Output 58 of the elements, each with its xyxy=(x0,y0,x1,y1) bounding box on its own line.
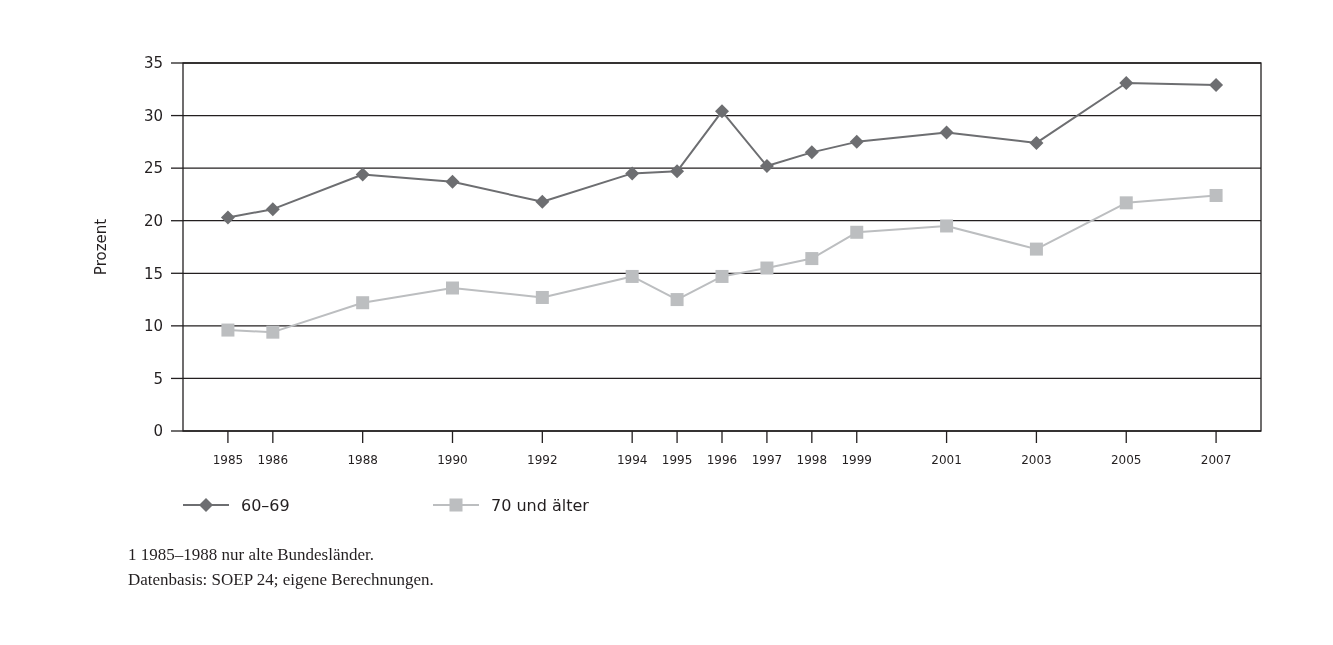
point xyxy=(355,167,370,182)
point xyxy=(760,261,774,275)
text: 1 1985–1988 nur alte Bundesländer. xyxy=(128,545,374,564)
point xyxy=(939,125,954,140)
y-tick-label: 5 xyxy=(153,369,163,388)
y-tick-label: 20 xyxy=(143,211,163,230)
y-axis-title: Prozent xyxy=(92,218,110,276)
point xyxy=(940,219,954,233)
point xyxy=(356,296,370,310)
x-tick-label: 1985 xyxy=(212,453,244,467)
point xyxy=(1209,78,1224,93)
point xyxy=(850,225,864,239)
x-tick-label: 1992 xyxy=(527,453,558,467)
legend-label: 60–69 xyxy=(241,495,290,515)
y-tick-label: 10 xyxy=(143,317,163,336)
y-tick-label: 35 xyxy=(143,54,163,73)
x-tick-label: 2005 xyxy=(1110,453,1142,467)
point xyxy=(625,166,640,181)
x-tick-label: 2001 xyxy=(931,453,962,467)
x-tick-label: 1996 xyxy=(706,453,738,467)
point xyxy=(804,145,819,160)
point xyxy=(220,210,235,225)
text: Datenbasis: SOEP 24; eigene Berechnungen. xyxy=(128,570,434,589)
point xyxy=(535,194,550,209)
point xyxy=(759,159,774,174)
point xyxy=(1119,196,1133,210)
point xyxy=(1029,242,1043,256)
point xyxy=(266,325,280,339)
y-tick-label: 25 xyxy=(143,159,163,178)
point xyxy=(715,104,729,119)
point xyxy=(446,281,459,295)
x-tick-label: 1988 xyxy=(347,453,378,467)
x-tick-label: 1999 xyxy=(841,453,873,467)
x-tick-label: 2003 xyxy=(1021,453,1052,467)
y-tick-label: 0 xyxy=(153,422,163,441)
point xyxy=(849,134,864,149)
x-tick-label: 1994 xyxy=(616,453,648,467)
y-tick-label: 30 xyxy=(143,106,163,125)
point xyxy=(1029,135,1044,150)
point xyxy=(1119,75,1134,90)
point xyxy=(805,252,819,266)
x-tick-label: 1997 xyxy=(751,453,783,467)
x-tick-label: 1986 xyxy=(257,453,289,467)
x-tick-label: 1990 xyxy=(437,453,468,467)
legend-label: 70 und älter xyxy=(491,495,590,515)
point xyxy=(670,164,685,179)
point xyxy=(1209,188,1223,202)
point xyxy=(535,290,549,304)
point xyxy=(265,202,280,217)
x-tick-label: 2007 xyxy=(1200,453,1232,467)
point xyxy=(625,269,639,283)
x-tick-label: 1998 xyxy=(796,453,828,467)
point xyxy=(670,293,684,307)
y-tick-label: 15 xyxy=(143,264,163,283)
point xyxy=(445,174,460,189)
point xyxy=(715,269,729,283)
point xyxy=(221,323,235,337)
x-tick-label: 1995 xyxy=(661,453,693,467)
